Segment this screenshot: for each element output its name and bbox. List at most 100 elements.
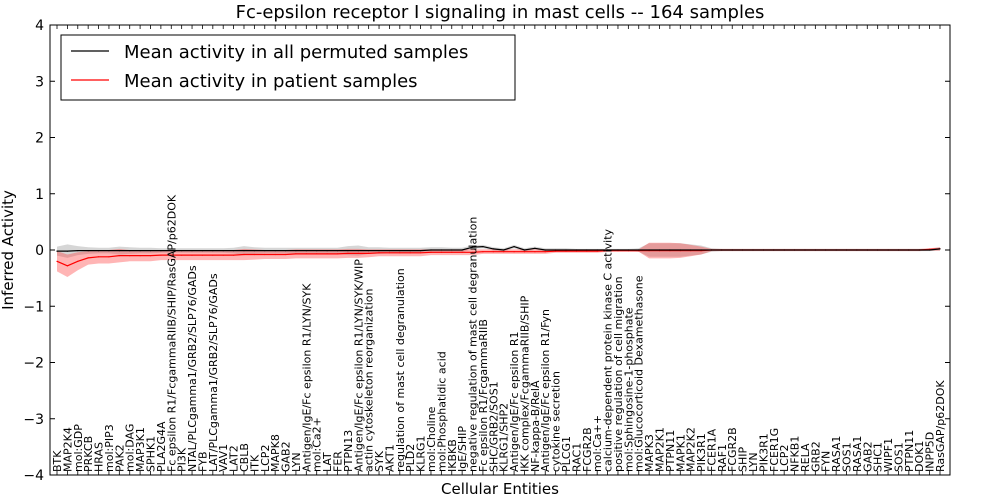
point <box>835 249 837 251</box>
point <box>825 249 827 251</box>
x-tick-label: mol:Ca2+ <box>311 417 324 472</box>
point <box>804 249 806 251</box>
axes-layer: −4 −3 −2 −1 0 1 2 3 4 <box>23 18 950 484</box>
x-tick-label: CBLB <box>238 443 251 472</box>
x-tick-label: GRB2 <box>809 441 822 472</box>
x-tick-label: FCGR2B <box>726 427 739 472</box>
point <box>658 249 661 251</box>
point <box>440 249 442 251</box>
point <box>305 253 307 255</box>
point <box>742 249 744 251</box>
point <box>295 250 297 252</box>
point <box>201 254 203 256</box>
point <box>534 251 536 253</box>
point <box>108 250 110 252</box>
x-tick-label: RASA1 <box>830 436 843 472</box>
point <box>139 250 141 252</box>
x-tick-label: regulation of mast cell degranulation <box>394 268 407 472</box>
point <box>336 253 339 255</box>
x-tick-label: RAC1 <box>570 443 583 472</box>
point <box>648 249 650 251</box>
point <box>56 260 58 262</box>
point <box>482 251 484 253</box>
point <box>253 253 255 256</box>
y-tick-label: 3 <box>35 74 44 90</box>
point <box>430 251 432 253</box>
legend-box <box>60 34 516 101</box>
point <box>368 252 370 254</box>
x-tick-label: IKBKB <box>446 439 459 472</box>
x-tick-label: Fc epsilon R1/FcgammaRIIB/SHIP/RasGAP/p6… <box>165 194 178 472</box>
point <box>87 250 89 252</box>
point <box>721 249 723 251</box>
point <box>181 250 183 252</box>
point <box>638 249 640 251</box>
point <box>274 253 276 256</box>
x-tick-label: LAT <box>321 452 334 472</box>
x-tick-label: NFKB1 <box>789 436 802 472</box>
x-tick-label: LAT2 <box>228 445 241 472</box>
x-tick-label: SOS1 <box>841 442 854 472</box>
point <box>471 246 474 248</box>
x-tick-label: SHIP <box>737 447 750 472</box>
x-tick-label: BTK <box>51 450 64 472</box>
x-tick-label: mol:DAG <box>124 424 137 472</box>
x-tick-label: Antigen/IgE/Fc epsilon R1/LYN/SYK/WIP <box>352 259 365 472</box>
point <box>118 250 120 252</box>
point <box>233 254 235 256</box>
x-tick-label: mol:Sphingosine-1-phosphate <box>622 307 635 472</box>
point <box>856 249 858 251</box>
point <box>430 249 432 251</box>
point <box>378 252 380 254</box>
x-tick-label: RASA1 <box>851 436 864 472</box>
x-tick-label: mol:Glucocorticoid Dexamethasone <box>633 275 646 472</box>
x-tick-label: LCP2 <box>259 445 272 472</box>
x-tick-label: AKT1 <box>383 444 396 472</box>
x-axis-label: Cellular Entities <box>441 480 559 498</box>
x-tick-label: FCGR2B <box>581 427 594 472</box>
point <box>264 253 266 256</box>
point <box>513 246 515 248</box>
point <box>160 250 162 252</box>
point <box>399 250 401 252</box>
point <box>170 250 172 252</box>
point <box>305 250 307 252</box>
x-tick-label: MAP2K4 <box>61 427 74 472</box>
point <box>575 250 578 252</box>
point <box>77 260 79 262</box>
point <box>160 254 162 256</box>
point <box>575 249 578 251</box>
point <box>887 249 889 251</box>
point <box>918 249 920 251</box>
point <box>56 250 58 252</box>
x-tick-label: GAB2 <box>861 441 874 472</box>
point <box>908 249 910 251</box>
x-tick-label: PLD2 <box>404 444 417 472</box>
point <box>929 249 931 251</box>
legend-label-patient: Mean activity in patient samples <box>124 71 418 92</box>
point <box>129 255 131 257</box>
point <box>378 250 380 252</box>
x-tick-label: INPP5D <box>924 432 937 472</box>
point <box>233 250 235 252</box>
point <box>253 250 255 252</box>
point <box>565 249 567 251</box>
x-tick-label: IKK complex/FcgammaRIIB/SHIP <box>519 295 532 472</box>
point <box>503 249 505 251</box>
x-tick-label: WIPF1 <box>882 438 895 472</box>
x-tick-labels: BTKMAP2K4mol:GDPPRKCBHRASmol:PIP3PAK2mol… <box>51 194 947 472</box>
point <box>98 256 100 258</box>
point <box>523 251 526 253</box>
point <box>555 249 557 251</box>
x-tick-label: MAPK1 <box>674 434 687 472</box>
y-tick-label: −3 <box>23 412 44 428</box>
point <box>170 254 172 256</box>
point <box>347 250 349 252</box>
x-tick-label: MAP2K1 <box>654 427 667 472</box>
x-tick-label: PIK3R1 <box>757 433 770 472</box>
point <box>814 249 816 251</box>
x-tick-label: mol:Choline <box>425 406 438 472</box>
line-permuted <box>57 245 941 252</box>
point <box>565 250 567 252</box>
